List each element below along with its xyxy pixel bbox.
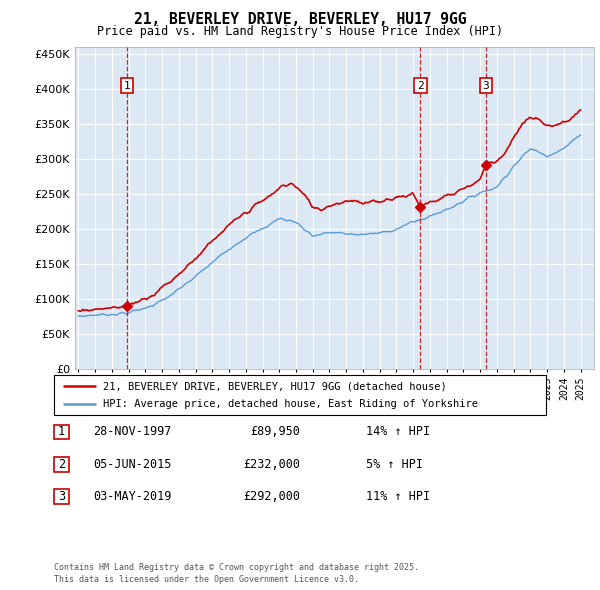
Text: £232,000: £232,000 bbox=[243, 458, 300, 471]
Text: 21, BEVERLEY DRIVE, BEVERLEY, HU17 9GG (detached house): 21, BEVERLEY DRIVE, BEVERLEY, HU17 9GG (… bbox=[103, 382, 447, 392]
Text: This data is licensed under the Open Government Licence v3.0.: This data is licensed under the Open Gov… bbox=[54, 575, 359, 584]
Text: 03-MAY-2019: 03-MAY-2019 bbox=[93, 490, 172, 503]
Text: Price paid vs. HM Land Registry's House Price Index (HPI): Price paid vs. HM Land Registry's House … bbox=[97, 25, 503, 38]
Text: 05-JUN-2015: 05-JUN-2015 bbox=[93, 458, 172, 471]
Text: 5% ↑ HPI: 5% ↑ HPI bbox=[366, 458, 423, 471]
Text: 11% ↑ HPI: 11% ↑ HPI bbox=[366, 490, 430, 503]
Text: 2: 2 bbox=[417, 81, 424, 91]
Text: 2: 2 bbox=[58, 458, 65, 471]
Text: £89,950: £89,950 bbox=[250, 425, 300, 438]
Text: 1: 1 bbox=[124, 81, 131, 91]
Text: £292,000: £292,000 bbox=[243, 490, 300, 503]
Text: HPI: Average price, detached house, East Riding of Yorkshire: HPI: Average price, detached house, East… bbox=[103, 399, 478, 409]
Text: 1: 1 bbox=[58, 425, 65, 438]
Text: 28-NOV-1997: 28-NOV-1997 bbox=[93, 425, 172, 438]
Text: 14% ↑ HPI: 14% ↑ HPI bbox=[366, 425, 430, 438]
Text: Contains HM Land Registry data © Crown copyright and database right 2025.: Contains HM Land Registry data © Crown c… bbox=[54, 563, 419, 572]
Text: 21, BEVERLEY DRIVE, BEVERLEY, HU17 9GG: 21, BEVERLEY DRIVE, BEVERLEY, HU17 9GG bbox=[134, 12, 466, 27]
Text: 3: 3 bbox=[482, 81, 489, 91]
Text: 3: 3 bbox=[58, 490, 65, 503]
